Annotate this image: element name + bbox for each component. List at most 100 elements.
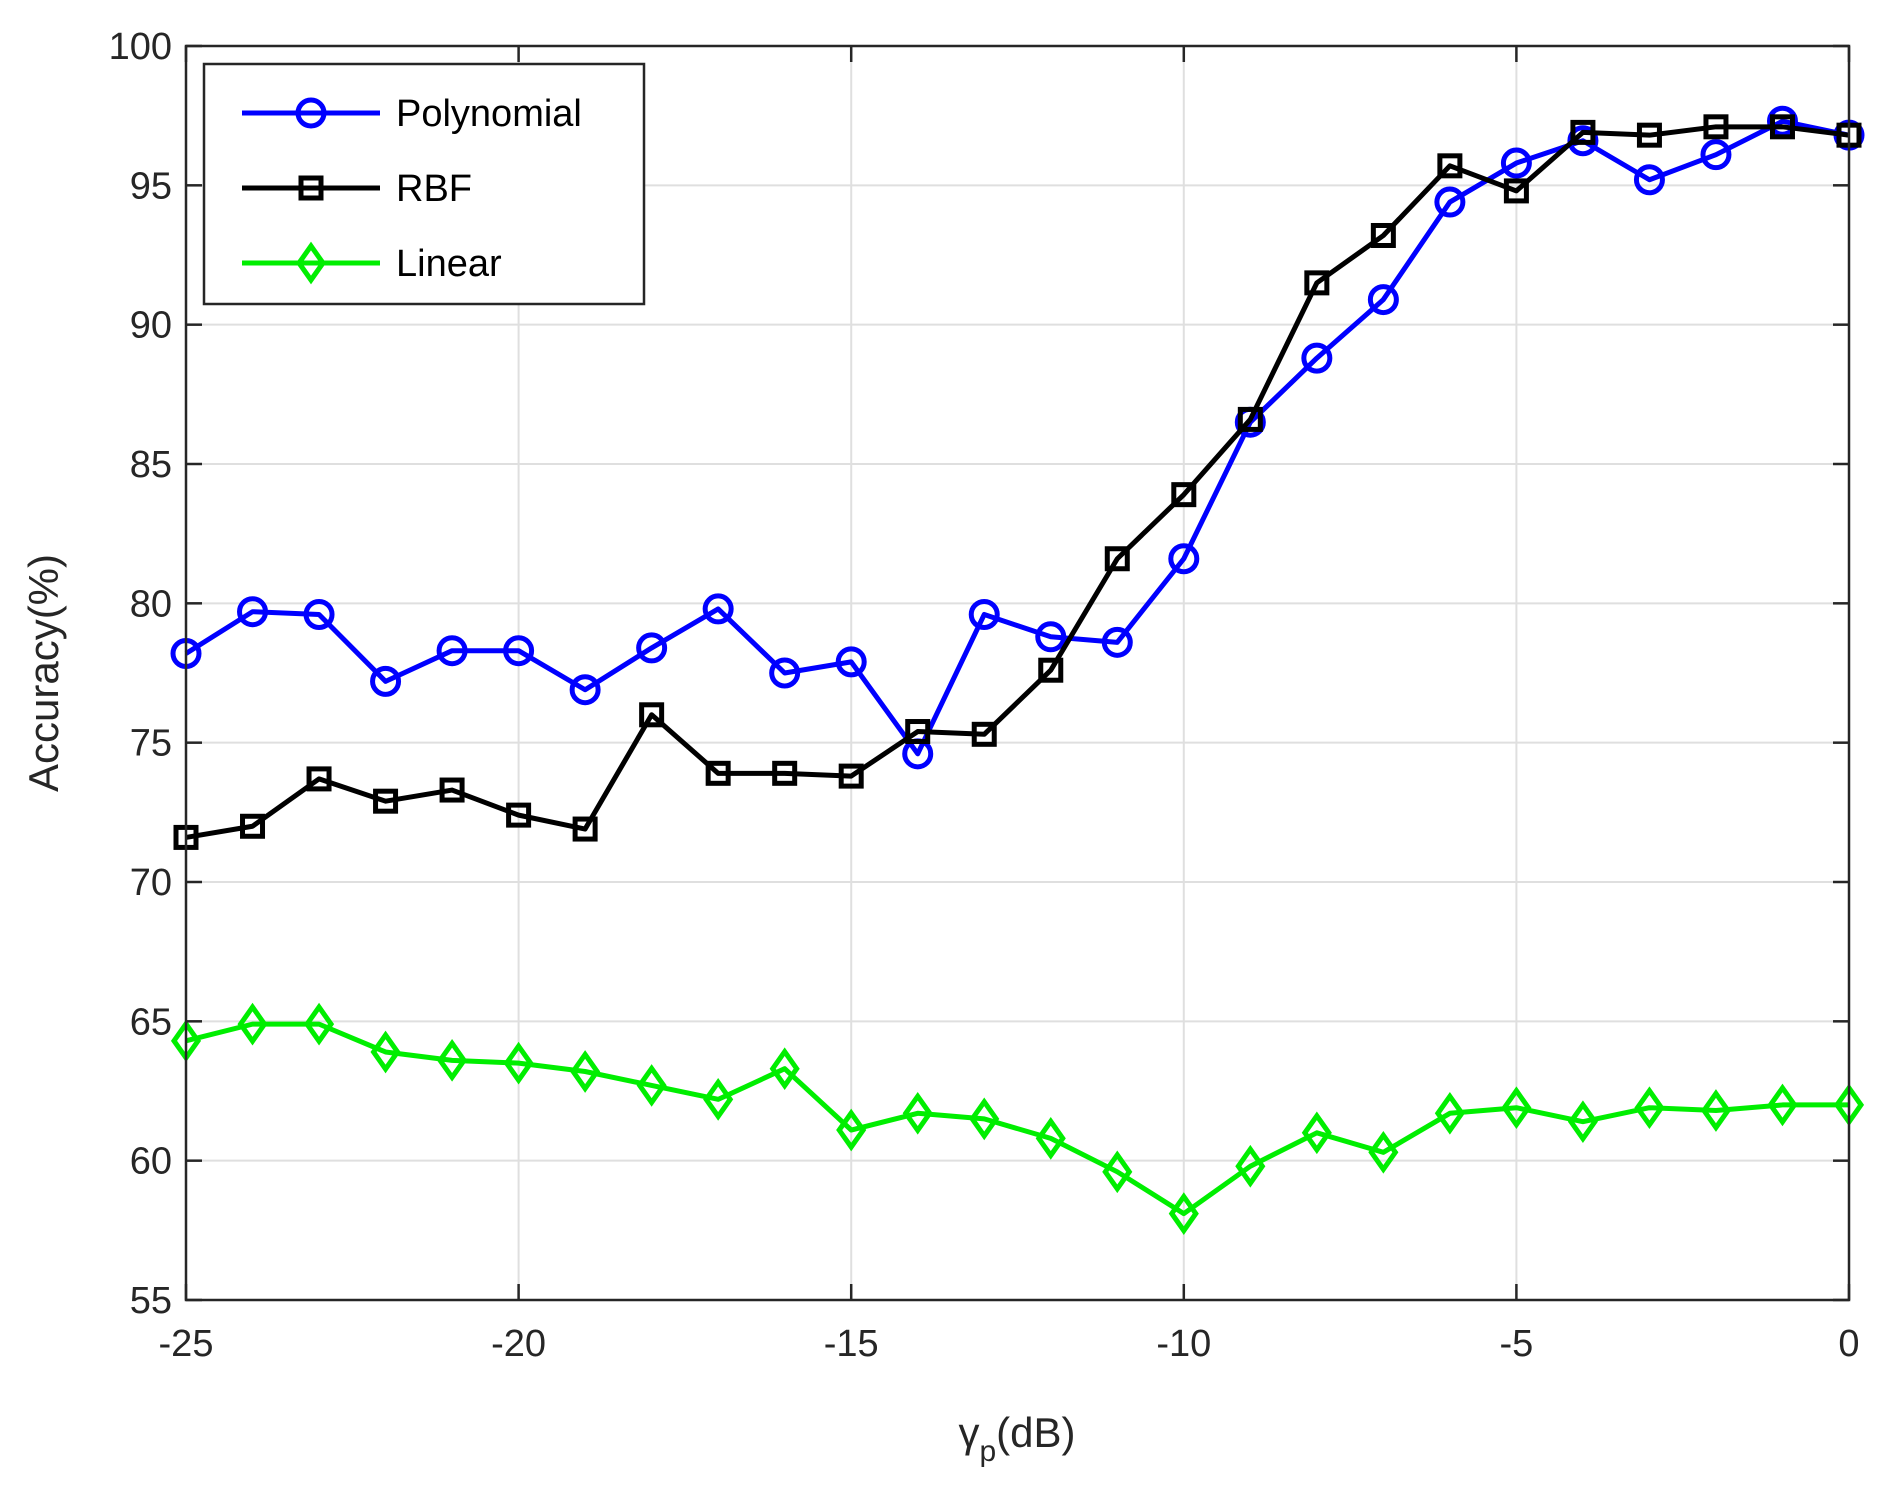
y-tick-label: 70 xyxy=(130,862,172,904)
legend-label: Polynomial xyxy=(396,93,582,135)
data-point xyxy=(1038,657,1064,683)
x-axis-label-subscript: p xyxy=(979,1435,996,1468)
x-tick-label: -5 xyxy=(1500,1323,1534,1365)
data-point xyxy=(237,596,269,628)
y-tick-label: 65 xyxy=(130,1001,172,1043)
data-point xyxy=(835,646,867,678)
data-point xyxy=(1367,284,1399,316)
data-point xyxy=(1171,482,1197,508)
series-rbf xyxy=(173,114,1862,850)
data-point xyxy=(1304,270,1330,296)
data-point xyxy=(1703,114,1729,140)
data-point xyxy=(303,598,335,630)
data-point xyxy=(1634,1086,1665,1130)
x-tick-label: -20 xyxy=(491,1323,546,1365)
data-point xyxy=(439,777,465,803)
data-point xyxy=(703,1078,734,1121)
data-point xyxy=(1633,164,1665,196)
data-point xyxy=(1500,147,1532,179)
data-point xyxy=(905,719,931,745)
data-point xyxy=(1570,119,1596,145)
data-point xyxy=(705,760,731,786)
data-point xyxy=(373,788,399,814)
data-point xyxy=(1769,114,1795,140)
data-point xyxy=(636,632,668,664)
data-point xyxy=(503,635,535,667)
data-point xyxy=(506,802,532,828)
plot-frame xyxy=(184,44,1851,1302)
y-tick-label: 95 xyxy=(130,165,172,207)
x-tick-label: -25 xyxy=(159,1323,214,1365)
y-tick-label: 60 xyxy=(130,1141,172,1183)
y-tick-label: 90 xyxy=(130,305,172,347)
data-point xyxy=(1501,1086,1532,1130)
y-tick-label: 75 xyxy=(130,723,172,765)
data-point xyxy=(1503,178,1529,204)
data-point xyxy=(1766,105,1798,137)
x-tick-label: -15 xyxy=(824,1323,879,1365)
data-point xyxy=(436,635,468,667)
data-point xyxy=(1370,222,1396,248)
data-point xyxy=(639,702,665,728)
data-point xyxy=(1437,153,1463,179)
axis-ticks: -25 -20 -15 -10 -5 0 55 60 65 70 75 80 85 90 95 100 xyxy=(109,26,1860,1365)
legend-swatch-marker xyxy=(295,97,327,129)
data-point xyxy=(1636,122,1662,148)
data-point xyxy=(306,766,332,792)
data-point xyxy=(572,816,598,842)
y-axis-label: Accuracy(%) xyxy=(20,554,67,792)
data-point xyxy=(1035,1117,1066,1160)
data-point xyxy=(1168,1192,1199,1235)
data-point xyxy=(437,1039,468,1082)
x-axis-label-symbol: γ xyxy=(958,1409,979,1456)
x-tick-label: 0 xyxy=(1838,1323,1859,1365)
data-point xyxy=(1102,1150,1133,1194)
data-point xyxy=(1035,621,1067,653)
data-point xyxy=(503,1041,534,1085)
data-point xyxy=(1104,546,1130,572)
y-tick-label: 100 xyxy=(109,26,172,68)
data-point xyxy=(1434,186,1466,218)
data-point xyxy=(237,1002,268,1046)
data-point xyxy=(971,721,997,747)
x-tick-label: -10 xyxy=(1156,1323,1211,1365)
data-point xyxy=(1168,543,1200,575)
data-point xyxy=(838,763,864,789)
data-point xyxy=(1237,406,1263,432)
y-tick-label: 80 xyxy=(130,583,172,625)
data-point xyxy=(702,593,734,625)
data-point xyxy=(1767,1083,1798,1127)
data-point xyxy=(636,1064,667,1107)
data-point xyxy=(1434,1091,1465,1135)
data-point xyxy=(1567,1100,1598,1143)
x-axis-label: γp(dB) xyxy=(958,1409,1075,1468)
data-point xyxy=(769,657,801,689)
data-point xyxy=(772,760,798,786)
y-tick-label: 85 xyxy=(130,444,172,486)
data-point xyxy=(1700,1089,1732,1132)
legend-label: RBF xyxy=(396,168,472,210)
data-point xyxy=(240,813,266,839)
legend-swatch-marker xyxy=(298,175,324,201)
data-point xyxy=(570,1050,601,1093)
data-point xyxy=(1101,626,1133,658)
data-point xyxy=(303,1002,335,1046)
data-point xyxy=(902,1091,933,1135)
data-point xyxy=(968,598,1000,630)
data-point xyxy=(1235,1144,1266,1188)
data-point xyxy=(1700,139,1732,171)
legend: Polynomial RBF Linear xyxy=(202,62,646,306)
legend-swatch-marker xyxy=(295,241,327,285)
data-point xyxy=(769,1047,800,1091)
data-point xyxy=(569,674,601,706)
legend-label: Linear xyxy=(396,243,502,285)
data-point xyxy=(1301,342,1333,374)
y-tick-label: 55 xyxy=(130,1280,172,1322)
data-point xyxy=(1368,1130,1399,1174)
data-point xyxy=(370,1030,401,1074)
data-point xyxy=(969,1097,1000,1141)
data-point xyxy=(370,665,402,697)
data-point xyxy=(836,1108,867,1152)
x-axis-label-unit: (dB) xyxy=(996,1409,1075,1456)
